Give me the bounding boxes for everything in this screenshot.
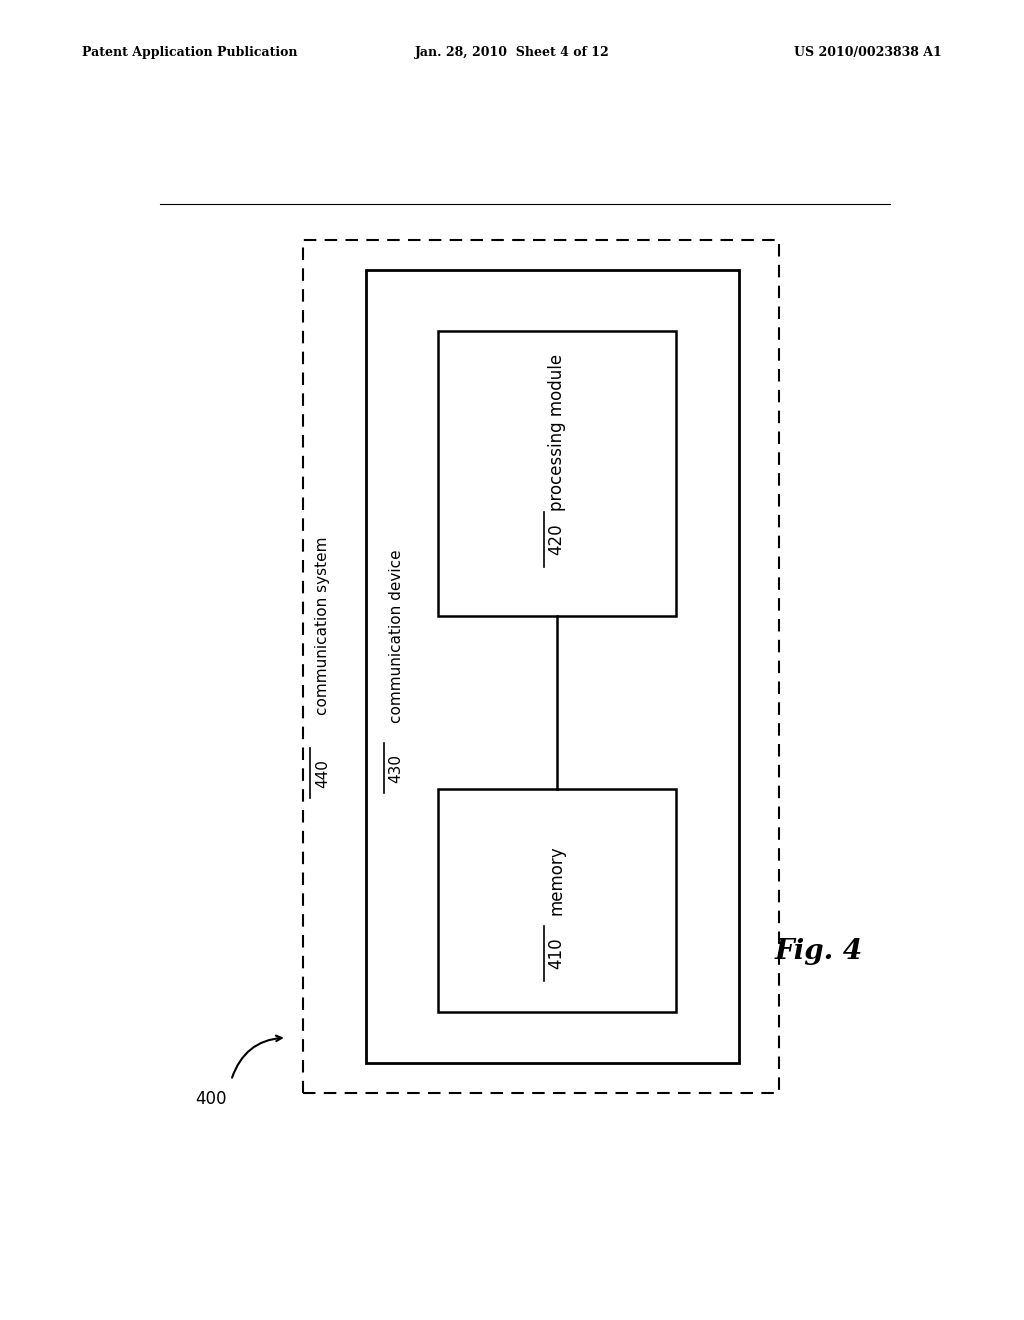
Text: 430: 430 — [389, 754, 403, 783]
Text: communication device: communication device — [389, 549, 403, 723]
Bar — [437, 331, 676, 615]
Text: US 2010/0023838 A1: US 2010/0023838 A1 — [795, 46, 942, 59]
Text: 440: 440 — [315, 759, 330, 788]
Text: 400: 400 — [196, 1089, 227, 1107]
Bar — [367, 271, 739, 1063]
Text: processing module: processing module — [548, 354, 565, 511]
Text: communication system: communication system — [315, 537, 330, 715]
Text: Patent Application Publication: Patent Application Publication — [82, 46, 297, 59]
Text: 420: 420 — [548, 524, 565, 556]
Text: Fig. 4: Fig. 4 — [774, 937, 862, 965]
Bar — [303, 240, 778, 1093]
Text: Jan. 28, 2010  Sheet 4 of 12: Jan. 28, 2010 Sheet 4 of 12 — [415, 46, 609, 59]
Text: memory: memory — [548, 845, 565, 915]
Bar — [437, 788, 676, 1012]
Text: 410: 410 — [548, 937, 565, 969]
